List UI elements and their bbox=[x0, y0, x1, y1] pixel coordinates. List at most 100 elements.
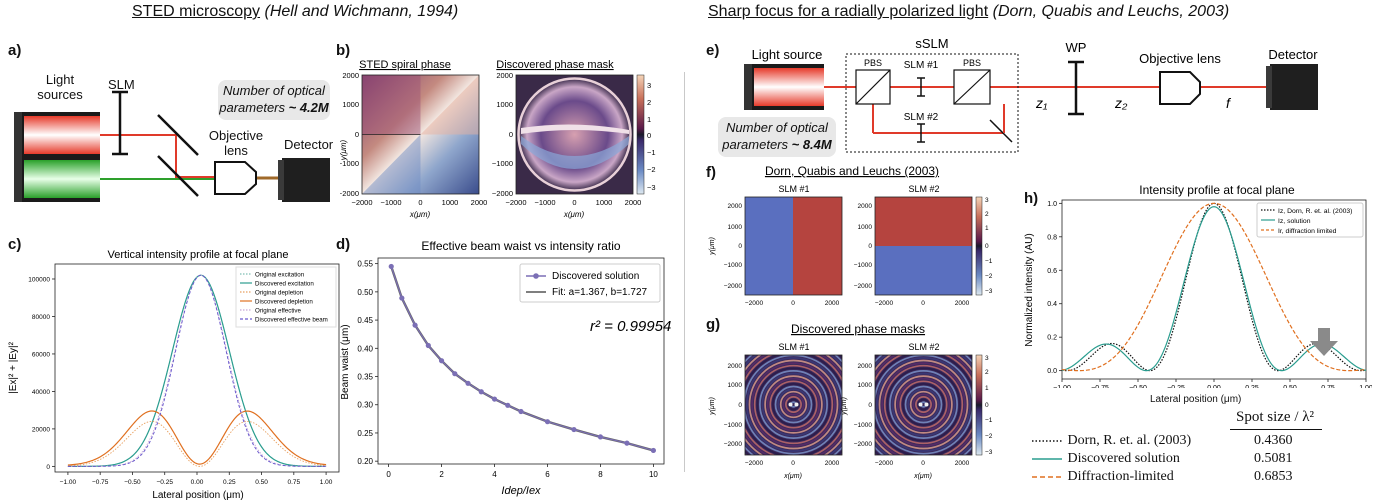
panel-letter-h: h) bbox=[1024, 190, 1039, 207]
c-ylabel: |Ex|² + |Ey|² bbox=[8, 341, 19, 393]
panel-letter-f: f) bbox=[706, 164, 716, 181]
h-ytick-label: 1.0 bbox=[1047, 201, 1057, 208]
d-data-point bbox=[544, 419, 551, 425]
panel-letter-d: d) bbox=[336, 236, 351, 253]
h-ytick-label: 0.6 bbox=[1047, 268, 1057, 275]
params-callout-a: Number of optical parameters ~ 4.2M bbox=[218, 80, 330, 120]
d-legend-series: Discovered solution bbox=[552, 271, 639, 282]
d-title: Effective beam waist vs intensity ratio bbox=[421, 239, 621, 253]
down-arrow-icon bbox=[1310, 328, 1338, 356]
b-right-xlabel: x(μm) bbox=[563, 210, 585, 219]
c-ytick-label: 100000 bbox=[28, 276, 50, 283]
spot-row-0-value: 0.4360 bbox=[1254, 433, 1293, 448]
objective-lens-shape bbox=[214, 161, 257, 195]
d-data-point bbox=[438, 358, 445, 364]
c-legend-item: Original effective bbox=[255, 308, 302, 315]
pbs-right bbox=[953, 69, 991, 105]
svg-text:−1: −1 bbox=[985, 417, 993, 424]
svg-text:−1000: −1000 bbox=[492, 159, 513, 168]
svg-text:−3: −3 bbox=[647, 183, 656, 192]
svg-text:0: 0 bbox=[509, 130, 513, 139]
svg-text:−2000: −2000 bbox=[340, 189, 359, 198]
d-data-point bbox=[624, 440, 630, 446]
g-slm1-label: SLM #1 bbox=[778, 342, 809, 352]
h-line-diffraction bbox=[1061, 202, 1367, 372]
spot-legend-orange bbox=[1032, 476, 1062, 478]
g-title: Discovered phase masks bbox=[791, 322, 925, 336]
params-callout-a-line1: Number of optical bbox=[223, 83, 325, 98]
d-data-point bbox=[518, 408, 524, 415]
svg-text:−1000: −1000 bbox=[854, 422, 873, 429]
d-ytick-label: 0.40 bbox=[357, 344, 373, 353]
h-xtick-label: 0.75 bbox=[1321, 385, 1335, 388]
right-header-citation: (Dorn, Quabis and Leuchs, 2003) bbox=[992, 3, 1230, 20]
c-xlabel: Lateral position (μm) bbox=[152, 490, 243, 500]
svg-text:1000: 1000 bbox=[858, 382, 873, 389]
c-legend-item: Discovered effective beam bbox=[255, 317, 328, 324]
svg-text:2000: 2000 bbox=[858, 203, 873, 210]
svg-text:1000: 1000 bbox=[728, 224, 743, 231]
f-slm1-left-half bbox=[745, 197, 793, 295]
c-ytick-label: 60000 bbox=[32, 351, 50, 358]
svg-text:2000: 2000 bbox=[342, 71, 359, 80]
d-data-point bbox=[425, 342, 431, 349]
b-left-xticks: −2000 −1000 0 1000 2000 bbox=[351, 198, 487, 207]
svg-text:0: 0 bbox=[572, 198, 576, 207]
e-label-wp: WP bbox=[1066, 40, 1087, 55]
b-right-xticks: −2000 −1000 0 1000 2000 bbox=[505, 198, 641, 207]
h-legend-0: Iz, Dorn, R. et. al. (2003) bbox=[1278, 208, 1352, 215]
mirror-2 bbox=[157, 155, 199, 197]
svg-text:−1: −1 bbox=[985, 258, 993, 265]
b-colorbar bbox=[636, 74, 645, 195]
svg-text:0: 0 bbox=[985, 402, 989, 409]
svg-text:2000: 2000 bbox=[625, 198, 642, 207]
d-data-point bbox=[399, 295, 405, 301]
spot-table-rule bbox=[1230, 429, 1322, 430]
svg-text:−2: −2 bbox=[647, 165, 656, 174]
h-xtick-label: 1.00 bbox=[1359, 385, 1372, 388]
spot-table-header: Spot size / λ² bbox=[1236, 409, 1315, 425]
svg-text:−2000: −2000 bbox=[724, 283, 743, 290]
params-callout-a-line2: parameters ~ 4.2M bbox=[219, 100, 329, 115]
h-legend-1: Iz, solution bbox=[1278, 218, 1311, 225]
c-xtick-label: 1.00 bbox=[320, 479, 333, 486]
light-source-red bbox=[14, 112, 100, 158]
svg-text:−2: −2 bbox=[985, 433, 993, 440]
radial-setup-diagram: Light source sSLM PBS PBS SLM #1 SLM #2 … bbox=[744, 36, 1318, 153]
panel-separator bbox=[684, 72, 685, 472]
svg-text:2: 2 bbox=[647, 98, 651, 107]
svg-text:−2000: −2000 bbox=[724, 441, 743, 448]
c-xtick-label: 0.25 bbox=[223, 479, 236, 486]
h-legend-2: Ir, diffraction limited bbox=[1278, 228, 1337, 235]
svg-text:0: 0 bbox=[921, 300, 925, 307]
left-header: STED microscopy (Hell and Wichmann, 1994… bbox=[132, 3, 458, 21]
g-colorbar bbox=[975, 354, 983, 456]
panel-b-phase-masks: STED spiral phase Discovered phase mask … bbox=[340, 59, 656, 219]
d-xtick-label: 6 bbox=[545, 470, 550, 479]
e-label-detector: Detector bbox=[1268, 47, 1318, 62]
panel-letter-c: c) bbox=[8, 236, 22, 253]
e-label-light-source: Light source bbox=[752, 47, 823, 62]
svg-text:−2000: −2000 bbox=[875, 300, 894, 307]
svg-text:1000: 1000 bbox=[728, 382, 743, 389]
d-ytick-label: 0.50 bbox=[357, 288, 373, 297]
c-xtick-label: 0.00 bbox=[191, 479, 204, 486]
g-slm2-label: SLM #2 bbox=[908, 342, 939, 352]
d-ytick-label: 0.55 bbox=[357, 260, 373, 269]
d-legend-marker bbox=[533, 273, 539, 279]
svg-text:0: 0 bbox=[868, 402, 872, 409]
svg-text:0: 0 bbox=[647, 131, 651, 140]
left-header-citation: (Hell and Wichmann, 1994) bbox=[264, 3, 459, 20]
svg-text:0: 0 bbox=[355, 130, 359, 139]
d-data-point bbox=[571, 426, 577, 433]
label-detector: Detector bbox=[284, 137, 334, 152]
h-ytick-label: 0.8 bbox=[1047, 234, 1057, 241]
svg-text:1: 1 bbox=[985, 385, 989, 392]
svg-text:0: 0 bbox=[738, 402, 742, 409]
h-ytick-label: 0.0 bbox=[1047, 368, 1057, 375]
svg-text:2000: 2000 bbox=[496, 71, 513, 80]
h-ytick-label: 0.2 bbox=[1047, 335, 1057, 342]
svg-text:0: 0 bbox=[868, 243, 872, 250]
svg-text:1000: 1000 bbox=[442, 198, 459, 207]
d-legend-fit: Fit: a=1.367, b=1.727 bbox=[552, 287, 648, 298]
